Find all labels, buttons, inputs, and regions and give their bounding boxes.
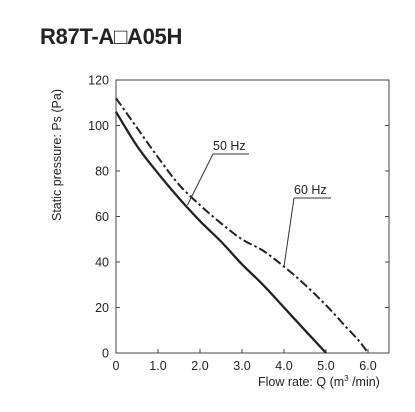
x-axis-unit-suffix: /min) — [348, 375, 380, 390]
series-lines — [115, 97, 369, 354]
x-tick-label: 6.0 — [359, 359, 376, 373]
x-axis-label-text: Flow rate: Q — [258, 375, 327, 390]
annotation-label-50hz: 50 Hz — [213, 139, 246, 153]
x-tick-label: 1.0 — [149, 359, 166, 373]
x-tick-label: 2.0 — [191, 359, 208, 373]
x-axis-unit-prefix: (m — [329, 375, 345, 390]
series-line-60hz — [115, 97, 369, 354]
annotations: 50 Hz 60 Hz — [186, 139, 331, 267]
annotation-leader — [283, 197, 295, 267]
x-axis-unit-sup: 3 — [344, 374, 349, 383]
annotation-label-60hz: 60 Hz — [294, 183, 327, 197]
y-tick-label: 100 — [88, 119, 109, 133]
x-tick-label: 3.0 — [233, 359, 250, 373]
chart-title: R87T-A□A05H — [40, 24, 183, 49]
series-line-50hz — [115, 111, 327, 354]
plot-frame — [115, 79, 390, 354]
y-tick-label: 120 — [88, 74, 109, 88]
y-tick-label: 20 — [95, 301, 109, 315]
x-axis-label: Flow rate: Q (m3 /min) — [258, 374, 380, 389]
y-tick-label: 0 — [102, 347, 109, 361]
axis-ticks: 0 1.0 2.0 3.0 4.0 5.0 6.0 0 20 40 60 80 100 120 — [88, 74, 389, 373]
annotation-leader — [186, 153, 214, 206]
x-tick-label: 0 — [113, 359, 120, 373]
y-tick-label: 80 — [95, 165, 109, 179]
x-tick-label: 5.0 — [317, 359, 334, 373]
x-tick-label: 4.0 — [275, 359, 292, 373]
y-tick-label: 60 — [95, 210, 109, 224]
y-tick-label: 40 — [95, 256, 109, 270]
